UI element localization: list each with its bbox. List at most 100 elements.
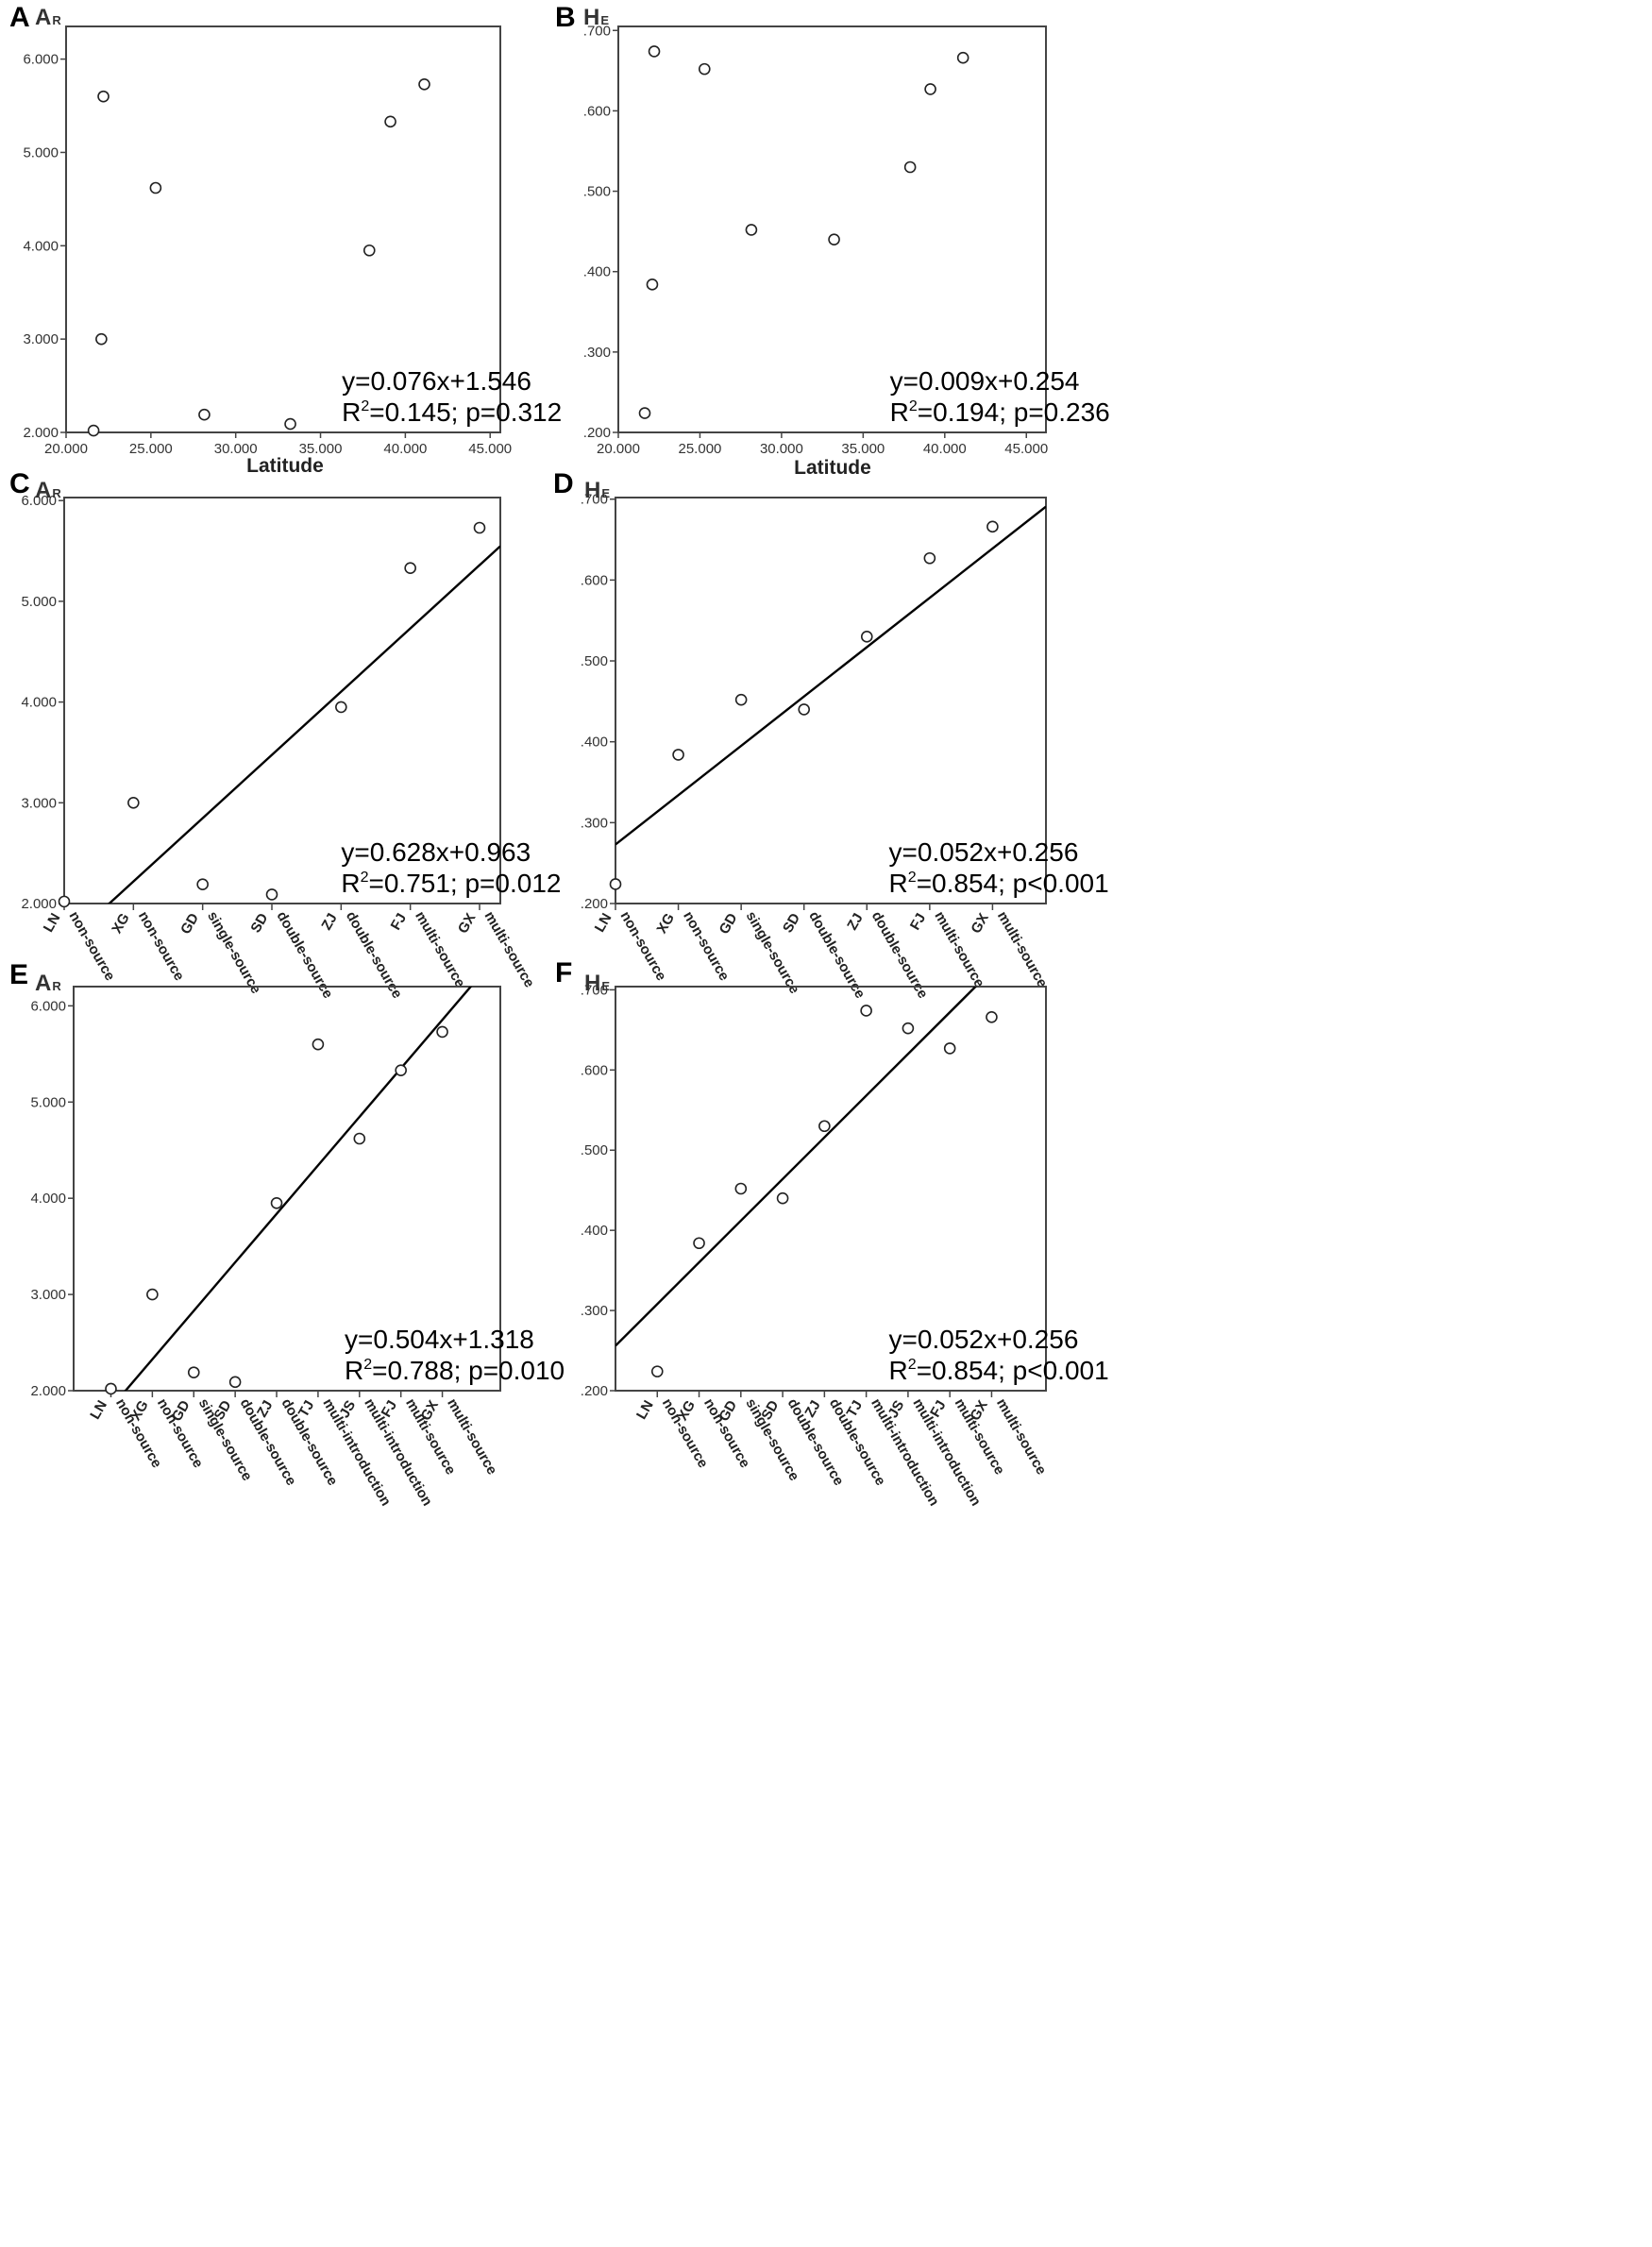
data-point bbox=[650, 1365, 664, 1377]
y-tick-label: .500 bbox=[581, 1142, 608, 1158]
plot-frame bbox=[65, 25, 501, 433]
data-point bbox=[986, 520, 999, 533]
category-code-label: LN bbox=[592, 911, 615, 936]
data-point bbox=[473, 521, 486, 534]
data-point bbox=[87, 424, 100, 437]
data-point bbox=[943, 1042, 956, 1055]
data-point bbox=[146, 1288, 159, 1301]
regression-equation: y=0.009x+0.254 bbox=[890, 366, 1080, 396]
data-point bbox=[362, 244, 376, 257]
panel-a: A AR 2.000 3.000 4.000 5.000 6.000 20.000 25.000… bbox=[9, 2, 562, 477]
regression-stats: R2=0.788; p=0.010 bbox=[345, 1356, 565, 1385]
x-axis-label: Latitude bbox=[794, 457, 871, 479]
data-point bbox=[284, 417, 296, 431]
category-code-label: GD bbox=[716, 910, 741, 937]
panel-letter: C bbox=[9, 468, 30, 499]
category-code-label: FJ bbox=[388, 911, 410, 934]
data-point bbox=[903, 160, 917, 174]
data-point bbox=[265, 888, 278, 901]
y-axis-label: HE bbox=[583, 5, 609, 30]
data-point bbox=[353, 1132, 366, 1145]
data-point bbox=[58, 895, 71, 908]
data-point bbox=[776, 1191, 789, 1205]
data-point bbox=[646, 279, 659, 291]
panel-letter: D bbox=[553, 468, 574, 499]
data-point bbox=[187, 1366, 200, 1378]
data-point bbox=[818, 1120, 831, 1133]
category-group-label: multi-source bbox=[994, 909, 1051, 990]
category-code-label: ZJ bbox=[318, 911, 340, 934]
data-point bbox=[956, 51, 969, 64]
data-point bbox=[860, 1005, 872, 1017]
y-axis-label: HE bbox=[584, 971, 610, 996]
category-code-label: JS bbox=[885, 1398, 907, 1421]
y-tick-label: .600 bbox=[583, 103, 611, 119]
plot-frame bbox=[615, 497, 1047, 904]
regression-equation: y=0.052x+0.256 bbox=[889, 837, 1079, 867]
panel-b: B HE .200 .300 .400 .500 .600 .700 20.000 25.000 3… bbox=[555, 2, 1110, 479]
regression-stats: R2=0.194; p=0.236 bbox=[890, 397, 1110, 427]
panel-letter: E bbox=[9, 959, 28, 990]
y-tick-label: .200 bbox=[581, 896, 608, 912]
y-tick-label: .400 bbox=[583, 264, 611, 280]
data-point bbox=[228, 1376, 242, 1389]
x-tick-label: 20.000 bbox=[44, 441, 88, 457]
x-tick-label: 40.000 bbox=[923, 441, 967, 457]
category-code-label: GX bbox=[455, 911, 480, 937]
data-point bbox=[105, 1382, 117, 1395]
y-tick-label: .600 bbox=[581, 572, 608, 588]
x-tick-label: 40.000 bbox=[383, 441, 427, 457]
y-axis-label: AR bbox=[35, 5, 61, 30]
category-code-label: FJ bbox=[379, 1398, 400, 1421]
category-code-label: GD bbox=[177, 910, 202, 937]
y-tick-label: .700 bbox=[581, 492, 608, 508]
panel-letter: F bbox=[555, 957, 572, 988]
category-group-label: multi-source bbox=[481, 909, 538, 990]
category-code-label: TJ bbox=[844, 1398, 866, 1421]
data-point bbox=[97, 90, 110, 103]
category-code-label: TJ bbox=[295, 1398, 317, 1421]
data-point bbox=[698, 62, 711, 76]
y-tick-label: .300 bbox=[581, 1303, 608, 1319]
y-tick-label: .700 bbox=[581, 982, 608, 998]
data-point bbox=[149, 181, 162, 194]
x-tick-label: 30.000 bbox=[214, 441, 258, 457]
y-tick-label: 6.000 bbox=[30, 998, 66, 1014]
regression-line bbox=[107, 545, 500, 904]
category-code-label: FJ bbox=[907, 911, 929, 934]
data-point bbox=[312, 1038, 325, 1051]
plot-frame bbox=[73, 986, 501, 1392]
category-code-label: FJ bbox=[927, 1398, 949, 1421]
y-tick-label: 5.000 bbox=[21, 594, 57, 610]
y-axis-label: AR bbox=[35, 478, 61, 503]
x-tick-label: 25.000 bbox=[679, 441, 722, 457]
y-tick-label: .700 bbox=[583, 23, 611, 39]
plot-frame bbox=[617, 25, 1047, 433]
y-tick-label: .300 bbox=[583, 345, 611, 361]
category-code-label: ZJ bbox=[801, 1398, 823, 1421]
x-axis-label: Latitude bbox=[246, 455, 324, 477]
data-point bbox=[335, 701, 347, 714]
regression-line bbox=[615, 987, 978, 1347]
data-point bbox=[404, 562, 416, 574]
regression-stats: R2=0.854; p<0.001 bbox=[889, 869, 1109, 898]
data-point bbox=[986, 1010, 998, 1023]
panel-letter: A bbox=[9, 2, 30, 33]
y-tick-label: .600 bbox=[581, 1062, 608, 1078]
data-point bbox=[270, 1196, 283, 1209]
category-code-label: LN bbox=[87, 1398, 110, 1423]
category-code-label: LN bbox=[41, 911, 64, 936]
y-tick-label: .200 bbox=[583, 425, 611, 441]
data-point bbox=[648, 45, 661, 58]
x-tick-label: 45.000 bbox=[1004, 441, 1048, 457]
x-tick-label: 25.000 bbox=[129, 441, 173, 457]
category-code-label: SD bbox=[780, 910, 803, 936]
regression-stats: R2=0.751; p=0.012 bbox=[341, 869, 561, 898]
data-point bbox=[902, 1022, 915, 1035]
y-tick-label: 2.000 bbox=[23, 425, 59, 441]
data-point bbox=[734, 1182, 748, 1195]
y-tick-label: 3.000 bbox=[30, 1287, 66, 1303]
regression-stats: R2=0.145; p=0.312 bbox=[342, 397, 562, 427]
